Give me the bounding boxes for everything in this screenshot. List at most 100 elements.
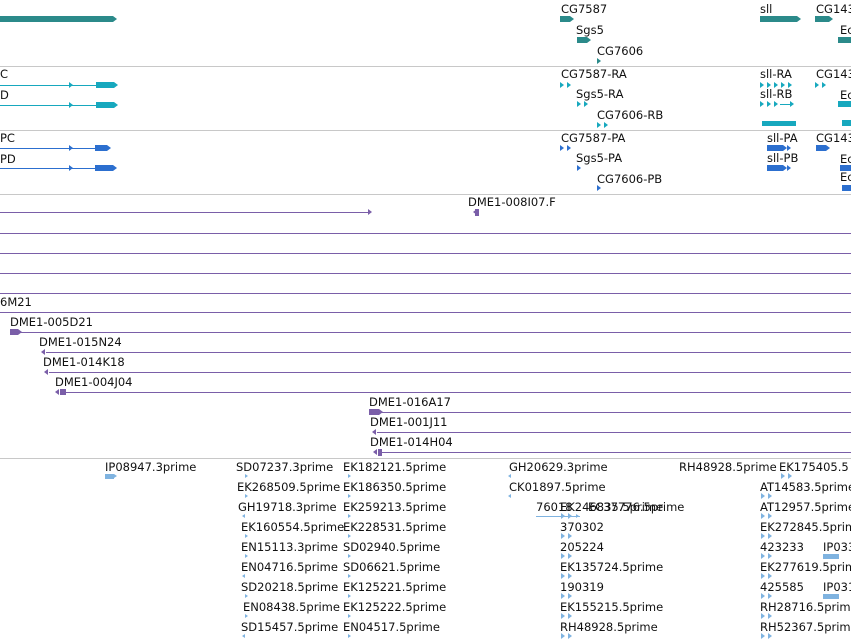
feature-label[interactable]: RH28716.5prime: [760, 600, 851, 614]
feature-label[interactable]: IP033: [823, 540, 851, 554]
feature-label[interactable]: EN08438.5prime: [243, 600, 340, 614]
feature-label[interactable]: Ec: [840, 152, 851, 166]
exon-block: [475, 208, 479, 216]
strand-arrow: [69, 101, 73, 108]
strand-arrow: [768, 633, 772, 639]
strand-arrow: [348, 553, 351, 558]
feature-label[interactable]: SD15457.5prime: [241, 620, 339, 634]
feature-label[interactable]: EK228531.5prime: [343, 520, 447, 534]
intron-line: [379, 412, 851, 413]
feature-label[interactable]: DME1-015N24: [39, 335, 122, 349]
feature-label[interactable]: DME1-004J04: [55, 375, 133, 389]
feature-label[interactable]: DME1-014H04: [370, 435, 453, 449]
strand-arrow: [768, 613, 772, 619]
intron-line: [49, 372, 851, 373]
feature-label[interactable]: sll-PA: [767, 131, 798, 145]
feature-label[interactable]: AT14583.5prime: [760, 480, 851, 494]
feature-label[interactable]: sll-PB: [767, 151, 799, 165]
exon-block: [577, 37, 587, 43]
feature-label[interactable]: EK186350.5prime: [343, 480, 447, 494]
feature-label[interactable]: EK125221.5prime: [343, 580, 447, 594]
exon-block: [767, 165, 783, 171]
feature-label[interactable]: sll-RA: [760, 67, 792, 81]
feature-label[interactable]: CG143: [816, 131, 851, 145]
feature-label[interactable]: EK268509.5prime: [237, 480, 341, 494]
feature-label[interactable]: 6M21: [0, 295, 32, 309]
feature-label[interactable]: CG7606-RB: [597, 108, 664, 122]
feature-label[interactable]: DME1-005D21: [10, 315, 93, 329]
strand-arrow: [241, 633, 245, 638]
feature-label[interactable]: C: [0, 67, 9, 81]
feature-label[interactable]: 76018: [536, 500, 573, 514]
strand-arrow: [768, 573, 772, 579]
feature-label[interactable]: CG143: [816, 2, 851, 16]
feature-label[interactable]: CK01897.5prime: [509, 480, 606, 494]
feature-label[interactable]: EK160554.5prime: [241, 520, 345, 534]
feature-label[interactable]: EN15113.3prime: [241, 540, 338, 554]
feature-label[interactable]: AT12957.5prime: [760, 500, 851, 514]
feature-label[interactable]: IP031: [823, 580, 851, 594]
feature-label[interactable]: sll-RB: [760, 87, 793, 101]
feature-label[interactable]: GH19718.3prime: [238, 500, 337, 514]
feature-label[interactable]: RH48928.5prime: [560, 620, 658, 634]
strand-arrow: [774, 101, 778, 107]
intron-line: [382, 452, 851, 453]
feature-label[interactable]: EK135724.5prime: [560, 560, 664, 574]
feature-label[interactable]: DME1-016A17: [369, 395, 451, 409]
feature-label[interactable]: EK272845.5prime: [760, 520, 851, 534]
feature-label[interactable]: EK246835.5prime: [560, 500, 664, 514]
feature-label[interactable]: 423233: [760, 540, 804, 554]
strand-arrow: [560, 82, 564, 88]
strand-arrow: [760, 101, 764, 107]
feature-label[interactable]: EC37776.5prime: [588, 500, 685, 514]
strand-arrow: [241, 513, 245, 518]
feature-label[interactable]: EK175405.5: [779, 460, 849, 474]
feature-label[interactable]: RH52367.5prime: [760, 620, 851, 634]
feature-label[interactable]: EK259213.5prime: [343, 500, 447, 514]
strand-arrow: [245, 613, 248, 618]
feature-label[interactable]: CG143: [816, 67, 851, 81]
feature-label[interactable]: DME1-001J11: [370, 415, 448, 429]
feature-label[interactable]: SD07237.3prime: [236, 460, 334, 474]
feature-label[interactable]: CG7606: [597, 44, 644, 58]
feature-label[interactable]: sll: [760, 2, 773, 16]
feature-label[interactable]: EK155215.5prime: [560, 600, 664, 614]
feature-label[interactable]: CG7606-PB: [597, 172, 663, 186]
feature-label[interactable]: EK125222.5prime: [343, 600, 447, 614]
feature-label[interactable]: CG7587: [561, 2, 608, 16]
feature-label[interactable]: RH48928.5prime: [679, 460, 777, 474]
strand-arrow: [568, 613, 572, 619]
strand-arrow: [787, 165, 791, 171]
feature-label[interactable]: IP08947.3prime: [105, 460, 197, 474]
feature-label[interactable]: SD06621.5prime: [343, 560, 441, 574]
feature-label[interactable]: Ec: [840, 23, 851, 37]
feature-label[interactable]: Sgs5-RA: [576, 87, 624, 101]
feature-label[interactable]: CG7587-RA: [561, 67, 627, 81]
feature-label[interactable]: DME1-014K18: [43, 355, 125, 369]
strand-arrow: [114, 102, 118, 108]
feature-label[interactable]: DME1-008I07.F: [468, 195, 556, 209]
feature-label[interactable]: 370302: [560, 520, 604, 534]
feature-label[interactable]: EN04517.5prime: [343, 620, 440, 634]
feature-label[interactable]: CG7587-PA: [561, 131, 626, 145]
feature-label[interactable]: PD: [0, 152, 16, 166]
strand-arrow: [560, 145, 564, 151]
feature-label[interactable]: 190319: [560, 580, 604, 594]
feature-label[interactable]: 205224: [560, 540, 604, 554]
feature-label[interactable]: SD02940.5prime: [343, 540, 441, 554]
feature-label[interactable]: Ec: [840, 170, 851, 184]
feature-label[interactable]: EK277619.5prime: [760, 560, 851, 574]
feature-label[interactable]: GH20629.3prime: [509, 460, 608, 474]
exon-block: [823, 593, 839, 599]
feature-label[interactable]: Sgs5-PA: [576, 151, 623, 165]
feature-label[interactable]: SD20218.5prime: [241, 580, 339, 594]
feature-label[interactable]: EK182121.5prime: [343, 460, 447, 474]
feature-label[interactable]: PC: [0, 131, 15, 145]
feature-label[interactable]: D: [0, 88, 9, 102]
feature-label[interactable]: Ec: [840, 88, 851, 102]
feature-label[interactable]: Sgs5: [576, 23, 604, 37]
feature-label[interactable]: EN04716.5prime: [241, 560, 338, 574]
strand-arrow: [348, 493, 351, 498]
feature-label[interactable]: 425585: [760, 580, 804, 594]
